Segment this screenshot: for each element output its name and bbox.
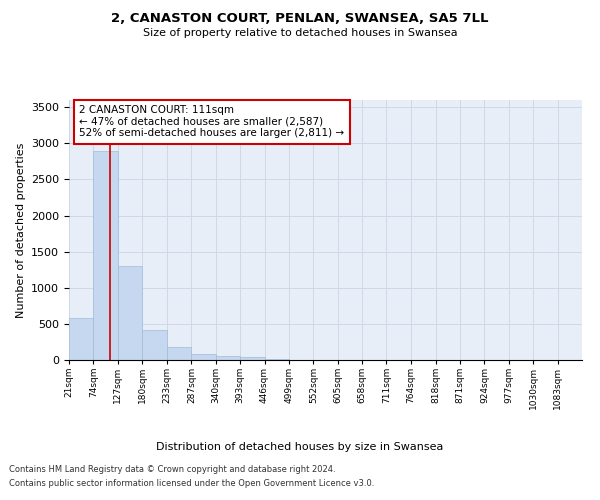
Bar — [216, 356, 240, 360]
Bar — [94, 150, 118, 360]
Bar — [191, 354, 216, 360]
Text: Contains public sector information licensed under the Open Government Licence v3: Contains public sector information licen… — [9, 479, 374, 488]
Bar — [167, 348, 191, 360]
Text: 2, CANASTON COURT, PENLAN, SWANSEA, SA5 7LL: 2, CANASTON COURT, PENLAN, SWANSEA, SA5 … — [111, 12, 489, 26]
Text: Size of property relative to detached houses in Swansea: Size of property relative to detached ho… — [143, 28, 457, 38]
Bar — [142, 330, 167, 360]
Bar — [240, 358, 265, 360]
Bar — [265, 358, 289, 360]
Y-axis label: Number of detached properties: Number of detached properties — [16, 142, 26, 318]
Text: 2 CANASTON COURT: 111sqm
← 47% of detached houses are smaller (2,587)
52% of sem: 2 CANASTON COURT: 111sqm ← 47% of detach… — [79, 105, 344, 138]
Text: Distribution of detached houses by size in Swansea: Distribution of detached houses by size … — [157, 442, 443, 452]
Text: Contains HM Land Registry data © Crown copyright and database right 2024.: Contains HM Land Registry data © Crown c… — [9, 465, 335, 474]
Bar — [69, 318, 94, 360]
Bar — [118, 266, 142, 360]
